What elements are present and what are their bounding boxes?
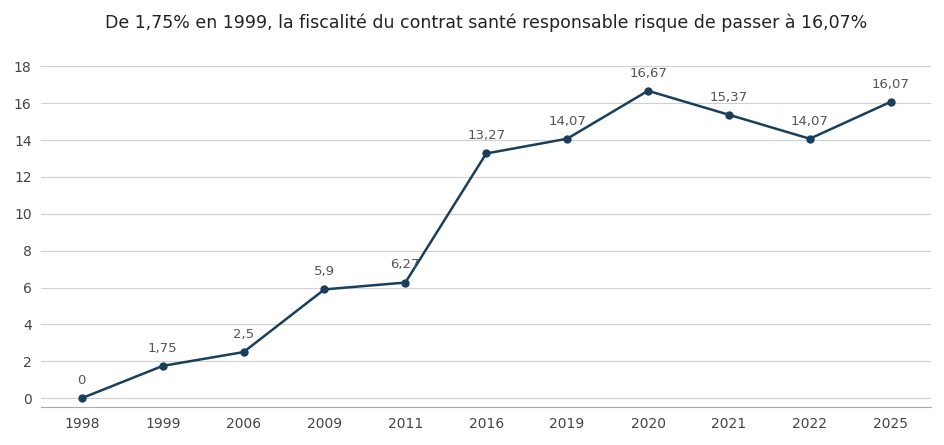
Title: De 1,75% en 1999, la fiscalité du contrat santé responsable risque de passer à 1: De 1,75% en 1999, la fiscalité du contra… xyxy=(105,14,867,32)
Text: 14,07: 14,07 xyxy=(790,115,828,128)
Text: 13,27: 13,27 xyxy=(466,129,505,142)
Text: 14,07: 14,07 xyxy=(548,115,585,128)
Text: 1,75: 1,75 xyxy=(147,342,177,355)
Text: 16,67: 16,67 xyxy=(629,67,666,80)
Text: 15,37: 15,37 xyxy=(709,91,747,104)
Text: 6,27: 6,27 xyxy=(390,259,420,271)
Text: 5,9: 5,9 xyxy=(313,265,334,278)
Text: 2,5: 2,5 xyxy=(233,328,254,341)
Text: 0: 0 xyxy=(77,374,86,387)
Text: 16,07: 16,07 xyxy=(870,78,909,91)
